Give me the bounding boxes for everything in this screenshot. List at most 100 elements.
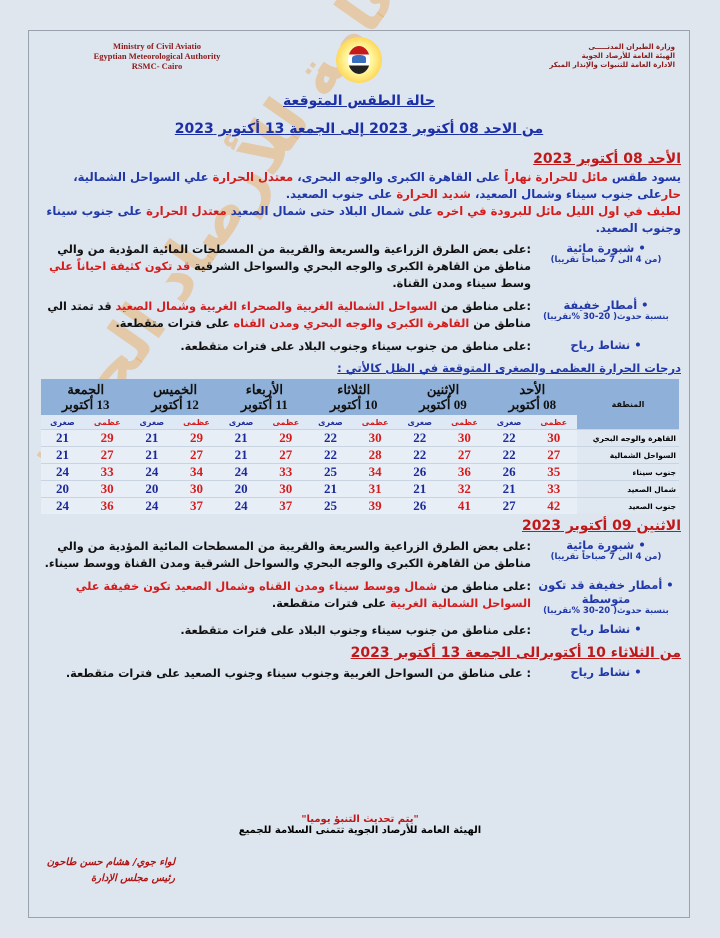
min-temp: 20 [130, 480, 174, 498]
item-label-block: • نشاط رياح [531, 622, 681, 639]
max-temp: 39 [351, 497, 399, 514]
item-label-block: • أمطار خفيفة قد تكون متوسطة بنسبة حدوث( … [531, 578, 681, 616]
min-temp: 24 [219, 463, 263, 481]
signature-title: رئيس مجلس الإدارة [91, 873, 175, 884]
max-temp: 30 [530, 429, 577, 447]
item-label-block: • نشاط رياح [531, 665, 681, 682]
max-temp: 30 [83, 480, 131, 498]
forecast-item: • شبورة مائية (من 4 الى 7 صباحاً تقريبا):… [33, 538, 681, 572]
item-label: • أمطار خفيفة [531, 298, 681, 312]
day-name: الخميس [153, 382, 198, 397]
day-header: الجمعة 13 أكتوبر [41, 379, 131, 415]
bullet-icon: • [637, 298, 649, 312]
max-temp: 34 [173, 463, 220, 481]
min-temp: 25 [309, 463, 352, 481]
max-temp: 27 [173, 446, 220, 464]
table-row: القاهرة والوجه البحري 30 22 30 22 30 22 29 21 29 2… [41, 429, 679, 447]
header-ar-line: وزارة الطيران المدنـــــى [588, 43, 675, 51]
bullet-icon: • [634, 241, 646, 255]
item-label: • شبورة مائية [531, 538, 681, 552]
min-temp: 26 [487, 463, 531, 481]
item-text: : على مناطق من السواحل الغربية وجنوب سين… [33, 665, 531, 682]
item-label-block: • شبورة مائية (من 4 الى 7 صباحاً تقريبا) [531, 538, 681, 572]
max-temp: 33 [530, 480, 577, 498]
day-name: الأربعاء [245, 382, 284, 397]
min-temp: 20 [219, 480, 263, 498]
min-temp: 21 [41, 429, 84, 447]
text-segment: السواحل الشمالية الغربية والصحراء الغربي… [115, 300, 438, 313]
footer: "يتم تحديث التنبؤ يوميا" الهيئة العامة ل… [29, 814, 691, 836]
min-temp: 22 [487, 446, 531, 464]
min-temp: 21 [219, 429, 263, 447]
min-label: صغرى [130, 415, 174, 430]
table-row: جنوب سيناء 35 26 36 26 34 25 33 24 34 24 33 24 [41, 463, 679, 481]
min-temp: 22 [309, 446, 352, 464]
min-temp: 21 [130, 446, 174, 464]
text-segment: حار [661, 187, 681, 201]
max-temp: 37 [173, 497, 220, 514]
text-segment: على جنوب سيناء وجنوب الصعيد. [46, 204, 681, 235]
bullet-icon: • [662, 578, 674, 592]
max-temp: 35 [530, 463, 577, 481]
item-text: :على بعض الطرق الزراعية والسريعة والقريب… [33, 538, 531, 572]
max-temp: 29 [262, 429, 310, 447]
item-text: :على مناطق من جنوب سيناء وجنوب البلاد عل… [33, 622, 531, 639]
day-heading: الاثنين 09 أكتوبر 2023 [522, 518, 681, 534]
item-text: :على مناطق من شمال ووسط سيناء ومدن القنا… [33, 578, 531, 616]
max-temp: 30 [351, 429, 399, 447]
bullet-icon: • [630, 665, 642, 679]
item-label-text: أمطار خفيفة [563, 298, 638, 312]
day-name: الأحد [519, 382, 546, 397]
day-date: 12 أكتوبر [151, 397, 199, 412]
min-temp: 24 [41, 497, 84, 514]
item-label: • شبورة مائية [531, 241, 681, 255]
day-date: 13 أكتوبر [61, 397, 110, 412]
item-label: • نشاط رياح [531, 665, 681, 679]
max-temp: 32 [441, 480, 488, 498]
section-day2: الاثنين 09 أكتوبر 2023 • شبورة مائية (من 4… [33, 518, 681, 639]
item-text: :على مناطق من السواحل الشمالية الغربية و… [33, 298, 531, 332]
region-name: جنوب الصعيد [577, 497, 679, 514]
update-note: "يتم تحديث التنبؤ يوميا" [301, 814, 419, 825]
text-segment: :على مناطق من جنوب سيناء وجنوب البلاد عل… [180, 624, 531, 637]
header-ar-line: الهيئة العامة للأرصاد الجوية [581, 52, 675, 60]
min-temp: 22 [398, 446, 442, 464]
text-segment: معتدل الحرارة [212, 170, 294, 184]
region-name: شمال الصعيد [577, 480, 679, 498]
table-subheader-row: عظمى صغرى عظمى صغرى عظمى صغرى عظمى صغرى عظمى صغرى… [41, 415, 679, 430]
day-header: الأربعاء 11 أكتوبر [219, 379, 310, 415]
header-en-line: RSMC- Cairo [131, 61, 183, 71]
min-label: صغرى [219, 415, 263, 430]
max-temp: 34 [351, 463, 399, 481]
min-temp: 21 [130, 429, 174, 447]
max-label: عظمى [351, 415, 399, 430]
min-temp: 24 [219, 497, 263, 514]
text-segment: على القاهرة الكبرى والوجه البحرى، [293, 170, 505, 184]
section-range: من الثلاثاء 10 أكتوبرالى الجمعة 13 أكتوب… [33, 645, 681, 682]
page-title: حالة الطقس المتوقعة [283, 93, 435, 109]
region-name: السواحل الشمالية [577, 446, 679, 464]
min-label: صغرى [41, 415, 84, 430]
min-temp: 22 [309, 429, 352, 447]
max-temp: 36 [83, 497, 131, 514]
signature-name: لواء جوي/ هشام حسن طاحون [46, 857, 175, 868]
day-header: الأحد 08 أكتوبر [487, 379, 577, 415]
page-subtitle: من الاحد 08 أكتوبر 2023 إلى الجمعة 13 أك… [174, 121, 544, 137]
day-heading: من الثلاثاء 10 أكتوبرالى الجمعة 13 أكتوب… [350, 645, 681, 661]
day-name: الإثنين [426, 382, 460, 397]
text-segment: على جنوب الصعيد. [285, 187, 397, 201]
min-temp: 21 [309, 480, 352, 498]
region-header: المنطقة [577, 379, 679, 430]
item-label: • نشاط رياح [531, 338, 681, 352]
bullet-icon: • [630, 622, 642, 636]
text-segment: معتدل الحرارة [146, 204, 227, 218]
signature: لواء جوي/ هشام حسن طاحون رئيس مجلس الإدا… [35, 855, 175, 887]
forecast-document: الهيئة العامة للأرصاد الجوية Ministry of… [9, 0, 691, 918]
item-text: :على مناطق من جنوب سيناء وجنوب البلاد عل… [33, 338, 531, 355]
text-segment: وسط سيناء ومدن القناة. [392, 277, 531, 290]
max-label: عظمى [530, 415, 577, 430]
text-segment: على فترات متقطعة. [115, 317, 234, 330]
item-label-block: • نشاط رياح [531, 338, 681, 355]
max-temp: 29 [83, 429, 131, 447]
day-name: الثلاثاء [337, 382, 371, 397]
